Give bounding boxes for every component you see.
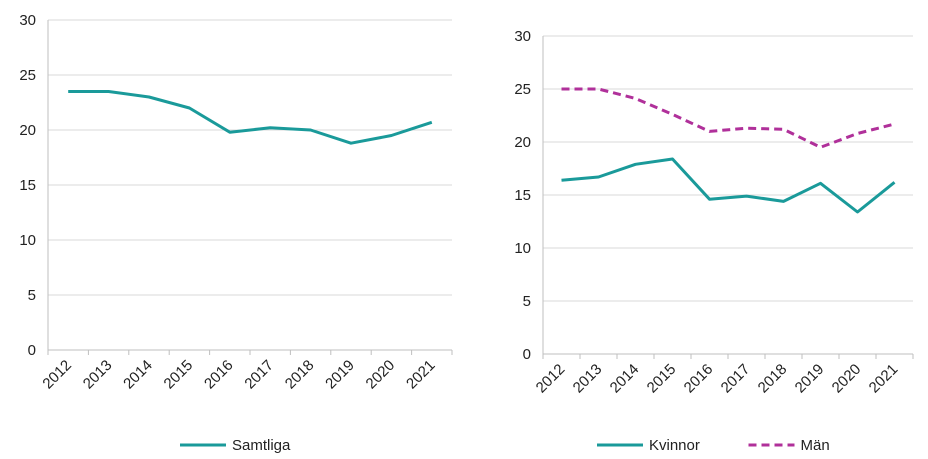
y-tick-label: 15 — [514, 187, 531, 204]
y-tick-label: 10 — [19, 232, 36, 249]
y-tick-label: 30 — [514, 28, 531, 45]
x-tick-label: 2017 — [241, 357, 277, 393]
series-line-samtliga — [68, 90, 433, 145]
y-tick-label: 20 — [19, 122, 36, 139]
y-tick-label: 0 — [28, 342, 36, 359]
x-tick-label: 2012 — [39, 357, 75, 393]
x-tick-label: 2014 — [607, 361, 643, 397]
x-tick-label: 2017 — [718, 361, 754, 397]
x-tick-label: 2016 — [681, 361, 717, 397]
y-tick-label: 15 — [19, 177, 36, 194]
x-tick-label: 2021 — [403, 357, 439, 393]
y-tick-label: 5 — [28, 287, 36, 304]
y-tick-label: 30 — [19, 12, 36, 29]
x-tick-label: 2021 — [866, 361, 902, 397]
x-tick-label: 2016 — [201, 357, 237, 393]
chart-total: 0 5 10 15 20 25 30 2012 2013 2014 2015 2016 2017 2018… — [19, 12, 453, 454]
series-line-kvinnor — [561, 157, 896, 214]
x-tick-label: 2012 — [533, 361, 569, 397]
x-tick-label: 2015 — [161, 357, 197, 393]
y-tick-label: 20 — [514, 134, 531, 151]
x-tick-label: 2020 — [829, 361, 865, 397]
y-tick-label: 0 — [523, 346, 531, 363]
x-tick-label: 2013 — [80, 357, 116, 393]
x-tick-label: 2019 — [792, 361, 828, 397]
legend-label: Samtliga — [232, 437, 291, 454]
series-line-män — [561, 87, 895, 149]
x-tick-label: 2014 — [120, 357, 156, 393]
x-tick-label: 2019 — [322, 357, 358, 393]
x-tick-label: 2020 — [363, 357, 399, 393]
y-tick-label: 25 — [19, 67, 36, 84]
x-tick-label: 2015 — [644, 361, 680, 397]
y-tick-label: 10 — [514, 240, 531, 257]
x-tick-label: 2018 — [755, 361, 791, 397]
legend-label: Män — [801, 437, 830, 454]
x-tick-label: 2018 — [282, 357, 318, 393]
x-tick-label: 2013 — [570, 361, 606, 397]
y-tick-label: 25 — [514, 81, 531, 98]
legend-label: Kvinnor — [649, 437, 700, 454]
chart-by-gender: 0 5 10 15 20 25 30 2012 2013 2014 2015 2016 2017 2018… — [514, 28, 914, 454]
y-tick-label: 5 — [523, 293, 531, 310]
